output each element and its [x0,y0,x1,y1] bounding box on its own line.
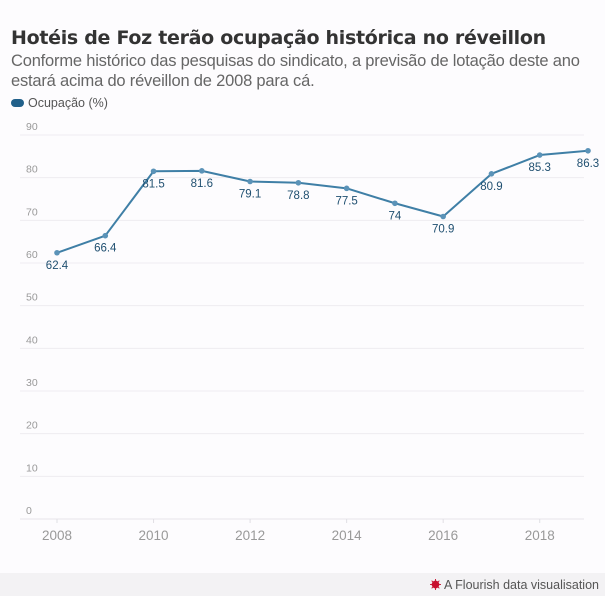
data-label: 81.5 [142,178,164,190]
x-tick-label: 2012 [235,528,265,543]
y-tick-label: 80 [26,164,38,176]
data-point [392,200,398,207]
x-tick-label: 2016 [428,528,458,543]
data-point [488,171,495,177]
data-label: 77.5 [335,195,357,207]
y-tick-label: 90 [26,121,38,133]
data-label: 86.3 [577,158,599,170]
data-point [295,179,302,186]
legend-label: Ocupação (%) [28,96,108,110]
flourish-credit-link[interactable]: A Flourish data visualisation [430,578,599,592]
y-tick-label: 20 [26,420,38,432]
data-point [54,249,60,256]
data-label: 74 [389,210,402,222]
footer: A Flourish data visualisation [0,573,605,596]
legend-swatch [11,99,24,107]
x-tick-label: 2014 [332,528,363,543]
data-label: 78.8 [287,190,309,202]
x-tick-label: 2010 [139,528,169,543]
flourish-logo-icon [430,579,442,590]
x-tick-label: 2018 [525,528,555,543]
y-tick-label: 50 [26,292,38,304]
data-point [343,185,350,192]
data-label: 80.9 [480,181,502,193]
data-point [440,213,446,220]
line-chart: 0 10 20 30 40 50 60 70 80 90 2008 2010 2012 2014 2016 2… [20,121,599,543]
data-label: 66.4 [94,243,117,255]
data-label: 70.9 [432,223,454,235]
chart-title: Hotéis de Foz terão ocupação histórica n… [11,27,546,49]
data-point [247,178,253,185]
y-tick-label: 40 [26,334,38,346]
series-line [56,149,589,254]
data-label: 85.3 [529,162,551,174]
x-tick-label: 2008 [42,528,72,543]
data-label: 79.1 [239,189,261,201]
data-label: 81.6 [191,178,213,190]
legend: Ocupação (%) [11,96,108,110]
y-tick-label: 60 [26,249,38,261]
y-tick-label: 30 [26,377,38,389]
y-tick-label: 70 [26,206,38,218]
y-tick-label: 0 [26,505,32,517]
data-point [150,168,157,175]
chart-header: Hotéis de Foz terão ocupação histórica n… [11,26,601,91]
credit-text: A Flourish data visualisation [444,577,599,592]
data-label: 62.4 [46,260,69,272]
data-point [102,232,109,239]
data-point [585,147,591,154]
y-tick-label: 10 [26,462,38,474]
chart-subtitle: Conforme histórico das pesquisas do sind… [11,52,580,90]
data-point [536,152,543,158]
data-point [199,168,205,174]
